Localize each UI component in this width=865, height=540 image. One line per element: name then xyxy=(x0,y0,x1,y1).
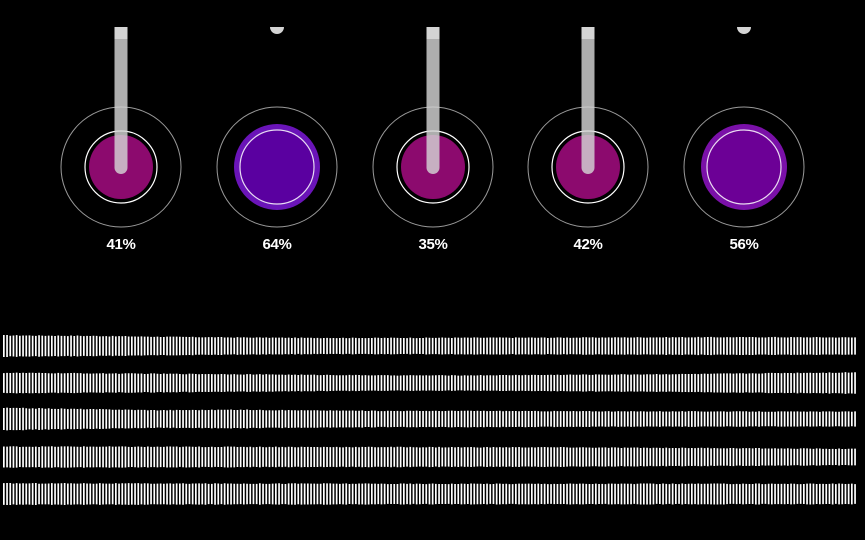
knob-1-slider-top xyxy=(114,27,128,39)
waveform-4[interactable] xyxy=(3,445,860,469)
knob-4-graphic xyxy=(527,27,649,228)
knob-5-graphic xyxy=(683,27,805,228)
knob-row: 41% 64% 35% 42% 56% xyxy=(56,0,809,260)
waveform-5-graphic xyxy=(3,483,856,505)
knob-2-graphic xyxy=(216,27,338,228)
knob-4-slider-top xyxy=(581,27,595,39)
waveform-3-graphic xyxy=(3,407,856,431)
knob-1-value: 41% xyxy=(106,236,136,253)
knob-2-body xyxy=(239,129,315,205)
knob-3[interactable]: 35% xyxy=(368,0,498,260)
waveform-1-graphic xyxy=(3,335,856,357)
knob-5-value: 56% xyxy=(729,236,759,253)
knob-1[interactable]: 41% xyxy=(56,0,186,260)
waveform-2-graphic xyxy=(3,372,856,394)
knob-2[interactable]: 64% xyxy=(212,0,342,260)
knob-5[interactable]: 56% xyxy=(679,0,809,260)
knob-4[interactable]: 42% xyxy=(523,0,653,260)
waveform-2-bars xyxy=(3,372,856,394)
waveform-1-bars xyxy=(3,335,856,357)
waveform-4-bars xyxy=(3,446,856,468)
knob-3-graphic xyxy=(372,27,494,228)
knob-3-value: 35% xyxy=(418,236,448,253)
waveform-5[interactable] xyxy=(3,482,860,506)
knob-4-value: 42% xyxy=(573,236,603,253)
waveform-1[interactable] xyxy=(3,334,860,358)
waveform-panel xyxy=(0,330,865,510)
knob-1-graphic xyxy=(60,27,182,228)
knob-5-body xyxy=(706,129,782,205)
knob-2-value: 64% xyxy=(262,236,292,253)
knob-5-outer-ring xyxy=(683,106,805,228)
waveform-3[interactable] xyxy=(3,407,860,431)
waveform-2[interactable] xyxy=(3,371,860,395)
knob-2-indicator-dot xyxy=(270,27,284,34)
knob-2-outer-ring xyxy=(216,106,338,228)
knob-4-slider-handle xyxy=(581,27,595,174)
waveform-5-bars xyxy=(3,483,856,505)
knob-3-slider-top xyxy=(426,27,440,39)
waveform-4-graphic xyxy=(3,446,856,468)
knob-3-slider-handle xyxy=(426,27,440,174)
waveform-3-bars xyxy=(3,407,856,431)
knob-1-slider-handle xyxy=(114,27,128,174)
knob-5-indicator-dot xyxy=(737,27,751,34)
